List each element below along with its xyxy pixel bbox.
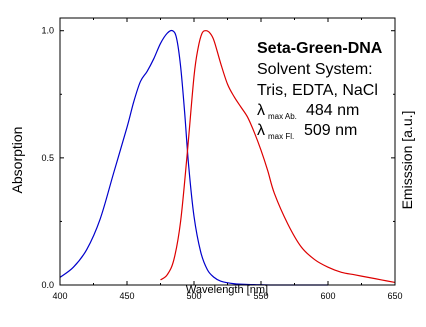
- y-tick-label: 1.0: [41, 26, 54, 36]
- x-tick-label: 500: [186, 291, 201, 301]
- x-tick-label: 650: [387, 291, 402, 301]
- annotation-fl-sub: max Fl.: [268, 132, 294, 141]
- y-tick-label: 0.5: [41, 153, 54, 163]
- annotation-block: Seta-Green-DNA Solvent System: Tris, EDT…: [257, 40, 383, 141]
- annotation-title: Seta-Green-DNA: [257, 40, 383, 57]
- tick-labels-layer: 400 450 500 550 600 650 0.0 0.5 1.0: [41, 26, 402, 301]
- annotation-line1: Solvent System:: [257, 61, 373, 78]
- annotation-line2: Tris, EDTA, NaCl: [257, 82, 378, 99]
- ticks-layer: [59, 18, 396, 286]
- x-tick-label: 550: [253, 291, 268, 301]
- x-axis-title: Wavelength [nm]: [186, 284, 268, 296]
- x-tick-label: 600: [320, 291, 335, 301]
- y-axis-title-left: Absorption: [9, 127, 25, 194]
- y-tick-label: 0.0: [41, 280, 54, 290]
- annotation-abs-sub: max Ab.: [268, 112, 297, 121]
- annotation-abs-value: 484 nm: [306, 102, 359, 119]
- y-axis-title-right: Emisssion [a.u.]: [399, 111, 415, 210]
- series-layer: [59, 29, 396, 286]
- x-tick-label: 400: [52, 291, 67, 301]
- absorption-series-line: [59, 29, 328, 286]
- annotation-abs-symbol: λ: [257, 102, 265, 119]
- x-tick-label: 450: [119, 291, 134, 301]
- annotation-fl-symbol: λ: [257, 122, 265, 139]
- emission-series-line: [160, 30, 396, 284]
- annotation-fl-value: 509 nm: [304, 122, 357, 139]
